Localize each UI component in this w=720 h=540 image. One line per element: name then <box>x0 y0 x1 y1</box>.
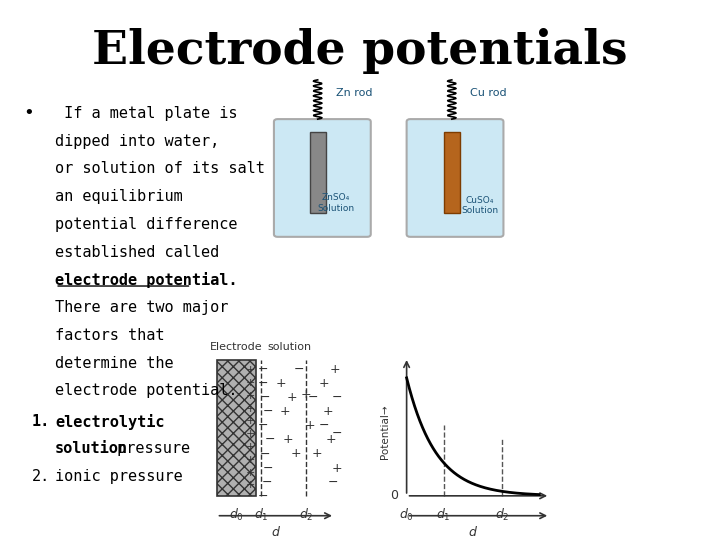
Text: +: + <box>301 388 312 401</box>
Text: Potential→: Potential→ <box>380 404 390 459</box>
Text: −: − <box>308 391 319 404</box>
Text: Zn rod: Zn rod <box>336 88 372 98</box>
Text: solution: solution <box>268 342 312 352</box>
Text: dipped into water,: dipped into water, <box>55 134 220 148</box>
Text: +: + <box>312 448 323 461</box>
Text: $d_2$: $d_2$ <box>299 508 313 523</box>
Text: an equilibrium: an equilibrium <box>55 189 183 204</box>
Text: ionic pressure: ionic pressure <box>55 469 183 484</box>
Text: +: + <box>246 391 255 401</box>
Text: −: − <box>332 427 342 440</box>
Text: CuSO₄
Solution: CuSO₄ Solution <box>462 195 499 215</box>
Text: $d_2$: $d_2$ <box>495 508 510 523</box>
Text: +: + <box>246 442 255 452</box>
Text: −: − <box>263 405 274 418</box>
Text: −: − <box>265 433 276 447</box>
Text: If a metal plate is: If a metal plate is <box>55 106 238 121</box>
Text: −: − <box>258 490 269 503</box>
Text: +: + <box>287 391 297 404</box>
Text: +: + <box>246 481 255 490</box>
Bar <box>310 132 325 213</box>
Text: +: + <box>330 363 341 376</box>
Text: 2.: 2. <box>32 469 50 484</box>
Text: $d_0$: $d_0$ <box>399 508 414 523</box>
Text: or solution of its salt: or solution of its salt <box>55 161 265 177</box>
Text: potential difference: potential difference <box>55 217 238 232</box>
Text: −: − <box>260 448 271 461</box>
Bar <box>444 132 459 213</box>
Text: determine the: determine the <box>55 356 174 370</box>
Text: −: − <box>328 476 338 489</box>
Text: 0: 0 <box>390 489 398 502</box>
Text: −: − <box>332 391 342 404</box>
Text: +: + <box>290 448 301 461</box>
Text: +: + <box>279 405 290 418</box>
Text: +: + <box>305 419 315 432</box>
Text: Electrode: Electrode <box>210 342 263 352</box>
Text: $d$: $d$ <box>271 525 281 538</box>
Text: +: + <box>276 377 287 390</box>
Text: ZnSO₄
Solution: ZnSO₄ Solution <box>318 193 354 213</box>
Text: •: • <box>23 104 34 123</box>
Text: $d_1$: $d_1$ <box>253 508 269 523</box>
Text: electrolytic: electrolytic <box>55 414 165 430</box>
Text: $d$: $d$ <box>468 525 478 538</box>
Text: +: + <box>246 429 255 439</box>
Text: electrode potential.: electrode potential. <box>55 383 238 399</box>
FancyBboxPatch shape <box>274 119 371 237</box>
Text: established called: established called <box>55 245 220 260</box>
Text: There are two major: There are two major <box>55 300 228 315</box>
Text: +: + <box>246 365 255 375</box>
Bar <box>217 360 256 496</box>
Text: −: − <box>294 363 305 376</box>
Text: −: − <box>261 476 272 489</box>
Text: 1.: 1. <box>32 414 50 429</box>
Text: +: + <box>246 403 255 414</box>
Text: −: − <box>258 419 269 432</box>
Text: electrode potential.: electrode potential. <box>55 272 238 288</box>
Text: +: + <box>332 462 343 475</box>
Text: +: + <box>283 433 294 447</box>
Text: +: + <box>246 378 255 388</box>
Text: +: + <box>246 416 255 427</box>
Text: pressure: pressure <box>107 441 189 456</box>
Text: Electrode potentials: Electrode potentials <box>92 28 628 73</box>
Text: $d_0$: $d_0$ <box>229 508 244 523</box>
Text: −: − <box>258 363 269 376</box>
Text: solution: solution <box>55 441 128 456</box>
Text: −: − <box>263 462 274 475</box>
Text: −: − <box>260 391 271 404</box>
Text: +: + <box>323 405 333 418</box>
Text: −: − <box>319 419 329 432</box>
Text: +: + <box>246 455 255 465</box>
Text: factors that: factors that <box>55 328 165 343</box>
Text: $d_1$: $d_1$ <box>436 508 451 523</box>
FancyBboxPatch shape <box>407 119 503 237</box>
Text: +: + <box>326 433 337 447</box>
Text: −: − <box>258 377 269 390</box>
Text: Cu rod: Cu rod <box>469 88 506 98</box>
Text: +: + <box>246 468 255 477</box>
Text: +: + <box>319 377 330 390</box>
